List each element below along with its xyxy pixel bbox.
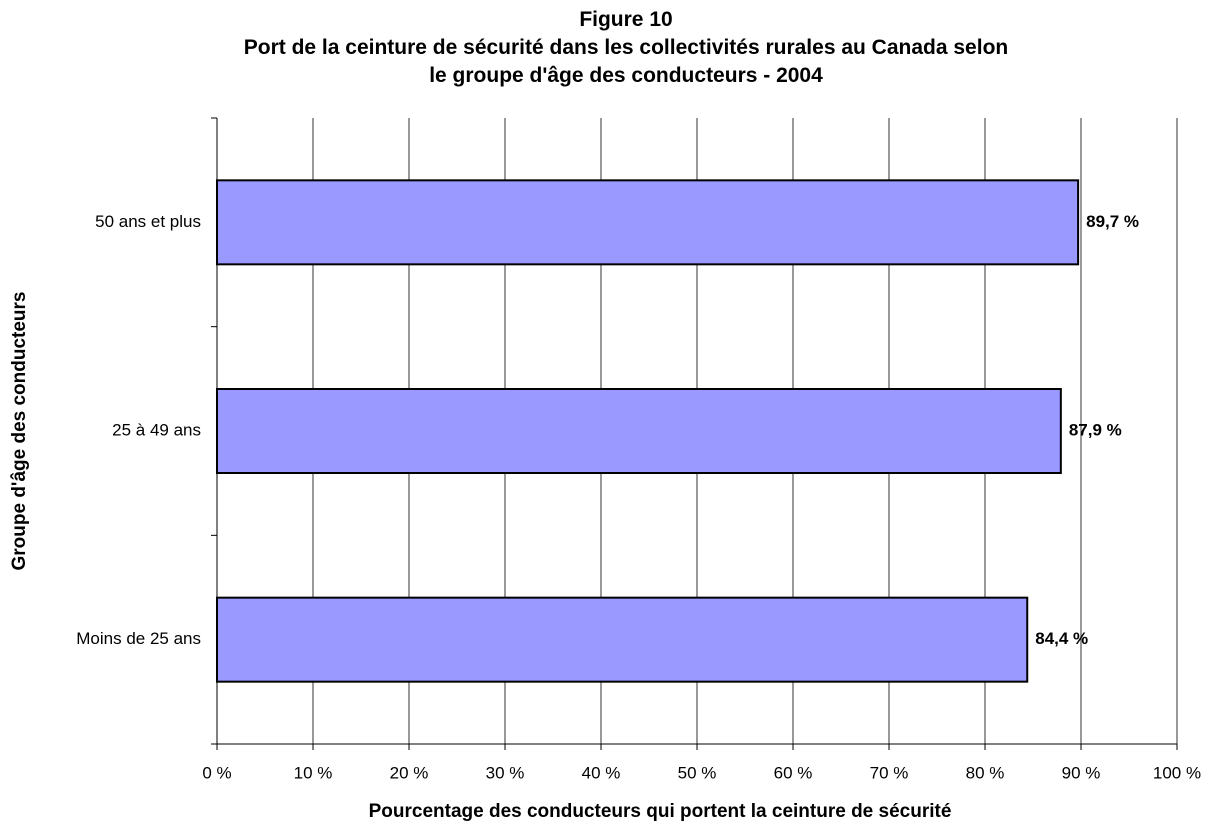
data-label: 87,9 %: [1069, 420, 1122, 439]
x-tick-label: 40 %: [582, 763, 621, 782]
x-tick-label: 100 %: [1153, 763, 1201, 782]
x-axis-title: Pourcentage des conducteurs qui portent …: [369, 801, 952, 822]
x-tick-label: 70 %: [870, 763, 909, 782]
x-tick-label: 0 %: [202, 763, 231, 782]
x-tick-label: 60 %: [774, 763, 813, 782]
x-tick-label: 20 %: [390, 763, 429, 782]
x-tick-label: 90 %: [1062, 763, 1101, 782]
y-axis-title: Groupe d'âge des conducteurs: [9, 291, 30, 570]
x-tick-label: 50 %: [678, 763, 717, 782]
y-tick-label: 25 à 49 ans: [112, 420, 201, 439]
x-tick-label: 80 %: [966, 763, 1005, 782]
y-tick-label: 50 ans et plus: [95, 212, 201, 231]
y-tick-label: Moins de 25 ans: [76, 629, 201, 648]
chart-header: Figure 10 Port de la ceinture de sécurit…: [236, 6, 1016, 90]
chart-subtitle: Port de la ceinture de sécurité dans les…: [243, 36, 1009, 87]
data-label: 89,7 %: [1086, 212, 1139, 231]
data-label: 84,4 %: [1035, 629, 1088, 648]
chart-title: Figure 10: [579, 8, 673, 31]
bar: [216, 596, 1029, 683]
bar: [216, 388, 1062, 474]
x-tick-label: 30 %: [486, 763, 525, 782]
x-tick-label: 10 %: [294, 763, 333, 782]
bar: [216, 179, 1080, 266]
